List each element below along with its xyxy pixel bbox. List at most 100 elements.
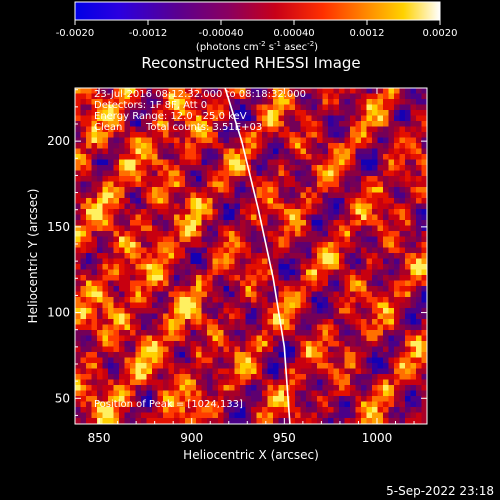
- heatmap-cell: [256, 176, 263, 182]
- heatmap-cell: [361, 176, 367, 182]
- heatmap-cell: [405, 198, 411, 204]
- heatmap-cell: [361, 286, 367, 292]
- heatmap-cell: [245, 291, 252, 298]
- heatmap-cell: [372, 401, 378, 408]
- heatmap-cell: [355, 220, 362, 226]
- heatmap-cell: [102, 407, 109, 413]
- heatmap-cell: [86, 357, 92, 364]
- heatmap-cell: [190, 132, 197, 138]
- heatmap-cell: [119, 176, 125, 182]
- heatmap-cell: [124, 275, 131, 281]
- heatmap-cell: [130, 324, 136, 331]
- heatmap-cell: [207, 363, 213, 369]
- heatmap-cell: [212, 253, 219, 259]
- heatmap-cell: [157, 93, 164, 100]
- heatmap-cell: [207, 253, 213, 259]
- heatmap-cell: [207, 407, 213, 413]
- heatmap-cell: [311, 291, 318, 298]
- heatmap-cell: [124, 313, 131, 320]
- heatmap-cell: [366, 220, 373, 226]
- heatmap-cell: [146, 335, 153, 342]
- heatmap-cell: [399, 346, 406, 353]
- heatmap-cell: [201, 396, 208, 402]
- heatmap-cell: [102, 110, 109, 116]
- heatmap-cell: [201, 385, 208, 391]
- heatmap-cell: [333, 352, 340, 358]
- heatmap-cell: [399, 181, 406, 188]
- heatmap-cell: [262, 341, 268, 347]
- heatmap-cell: [146, 154, 153, 160]
- heatmap-cell: [295, 132, 301, 138]
- heatmap-cell: [383, 335, 389, 342]
- heatmap-cell: [317, 253, 323, 259]
- heatmap-cell: [212, 374, 219, 380]
- heatmap-cell: [399, 324, 406, 331]
- heatmap-cell: [256, 115, 263, 122]
- heatmap-cell: [135, 302, 142, 309]
- heatmap-cell: [262, 418, 268, 424]
- heatmap-cell: [339, 335, 345, 342]
- heatmap-cell: [113, 412, 120, 419]
- heatmap-cell: [262, 137, 268, 144]
- heatmap-cell: [317, 352, 323, 358]
- heatmap-cell: [218, 264, 224, 270]
- heatmap-cell: [311, 253, 318, 259]
- heatmap-cell: [174, 324, 180, 331]
- heatmap-cell: [311, 220, 318, 226]
- heatmap-cell: [91, 346, 98, 353]
- heatmap-cell: [366, 209, 373, 215]
- heatmap-cell: [361, 308, 367, 314]
- heatmap-cell: [229, 302, 235, 309]
- heatmap-cell: [421, 203, 427, 210]
- heatmap-cell: [141, 187, 147, 193]
- heatmap-cell: [185, 176, 191, 182]
- heatmap-cell: [234, 192, 241, 199]
- heatmap-cell: [102, 286, 109, 292]
- heatmap-cell: [174, 170, 180, 177]
- colorbar-units: (photons cm-2 s-1 asec-2): [196, 40, 318, 53]
- heatmap-cell: [223, 396, 230, 402]
- heatmap-cell: [306, 280, 312, 287]
- heatmap-cell: [300, 258, 307, 265]
- heatmap-cell: [251, 104, 257, 111]
- heatmap-cell: [168, 115, 175, 122]
- heatmap-cell: [212, 324, 219, 331]
- heatmap-cell: [317, 220, 323, 226]
- heatmap-cell: [91, 170, 98, 177]
- heatmap-cell: [91, 363, 98, 369]
- heatmap-cell: [295, 181, 301, 188]
- heatmap-cell: [399, 418, 406, 424]
- heatmap-cell: [130, 231, 136, 237]
- heatmap-cell: [190, 330, 197, 336]
- heatmap-cell: [229, 412, 235, 419]
- heatmap-cell: [289, 148, 296, 155]
- heatmap-cell: [372, 313, 378, 320]
- heatmap-cell: [229, 258, 235, 265]
- heatmap-cell: [130, 335, 136, 342]
- heatmap-cell: [163, 137, 169, 144]
- heatmap-cell: [350, 93, 356, 100]
- heatmap-cell: [97, 401, 103, 408]
- heatmap-cell: [190, 297, 197, 303]
- heatmap-cell: [333, 236, 340, 243]
- heatmap-cell: [300, 225, 307, 232]
- heatmap-cell: [333, 214, 340, 221]
- heatmap-cell: [229, 346, 235, 353]
- heatmap-cell: [119, 286, 125, 292]
- heatmap-cell: [289, 319, 296, 325]
- heatmap-cell: [284, 192, 290, 199]
- heatmap-cell: [278, 418, 285, 424]
- heatmap-cell: [174, 412, 180, 419]
- heatmap-cell: [344, 236, 351, 243]
- heatmap-cell: [383, 352, 389, 358]
- heatmap-cell: [317, 214, 323, 221]
- heatmap-cell: [240, 269, 246, 276]
- heatmap-cell: [262, 379, 268, 386]
- heatmap-cell: [317, 390, 323, 397]
- heatmap-cell: [108, 176, 114, 182]
- heatmap-cell: [152, 143, 158, 149]
- heatmap-cell: [289, 313, 296, 320]
- heatmap-cell: [344, 170, 351, 177]
- heatmap-cell: [102, 412, 109, 419]
- heatmap-cell: [124, 165, 131, 171]
